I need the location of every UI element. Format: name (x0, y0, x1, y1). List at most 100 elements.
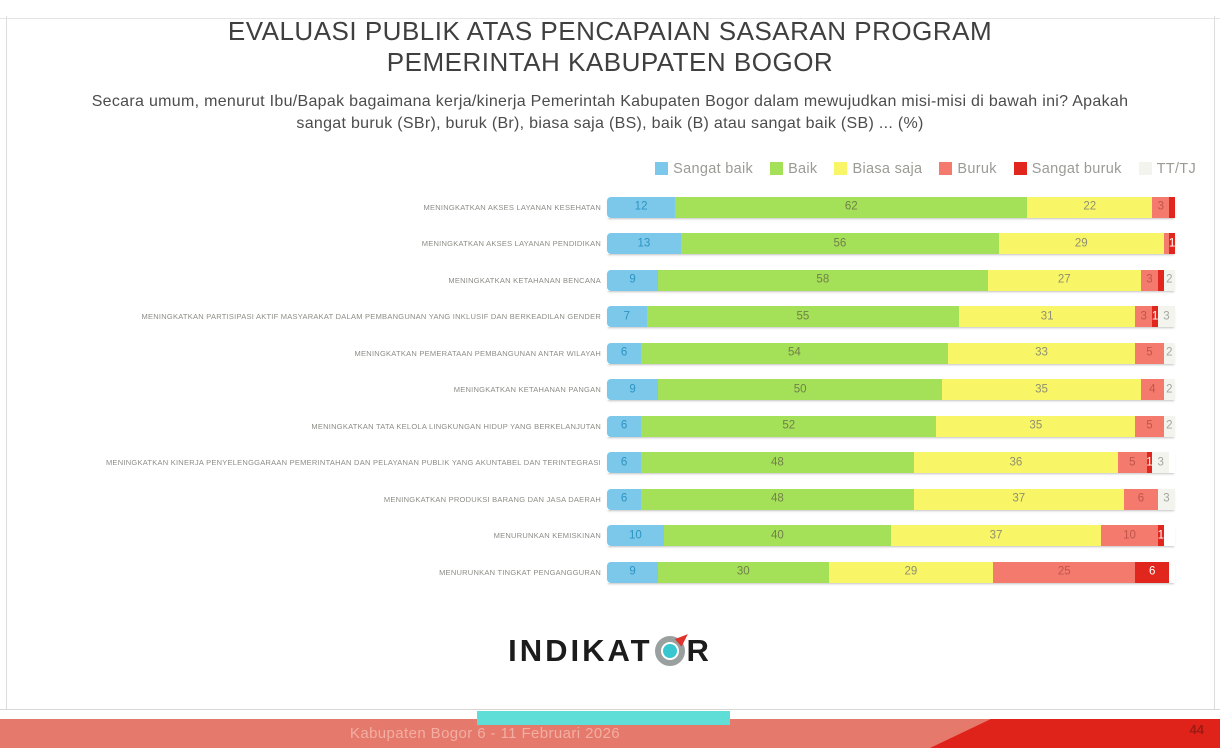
bar-segment-sangat_baik: 9 (607, 269, 659, 291)
bar-segment-biasa_saja: 29 (828, 561, 994, 583)
bar-segment-buruk: 5 (1135, 415, 1164, 437)
bar-segment-value: 1 (1157, 528, 1164, 541)
stacked-bar: 13 56 29 1 (607, 233, 1175, 255)
logo-text-right: R (686, 632, 712, 668)
bar-segment-value: 5 (1146, 346, 1153, 359)
bar-segment-buruk: 6 (1123, 488, 1158, 510)
slide-right-edge (1214, 16, 1215, 748)
chart-legend: Sangat baik Baik Biasa saja Buruk Sangat bur… (0, 161, 1196, 177)
bar-segment-value: 3 (1157, 455, 1164, 468)
bar-segment-value: 6 (620, 346, 628, 359)
legend-label-sangat_baik: Sangat baik (673, 160, 754, 177)
compass-icon (654, 629, 691, 666)
row-category-label: MENINGKATKAN TATA KELOLA LINGKUNGAN HIDU… (311, 421, 601, 431)
chart-row: MENINGKATKAN KETAHANAN BENCANA 9 58 27 3 2 (93, 269, 1175, 291)
bar-segment-sangat_baik: 6 (607, 342, 642, 364)
footer-caption: Kabupaten Bogor 6 - 11 Februari 2026 (349, 725, 621, 742)
bar-segment-value: 35 (1035, 382, 1048, 395)
bar-segment-tt: 3 (1157, 488, 1175, 510)
legend-swatch-sangat_buruk (1013, 162, 1027, 176)
row-category-label: MENINGKATKAN AKSES LAYANAN PENDIDIKAN (421, 239, 601, 249)
chart-row: MENINGKATKAN PEMERATAAN PEMBANGUNAN ANTA… (93, 342, 1175, 364)
bar-segment-sangat_buruk (1157, 269, 1164, 291)
bar-segment-value: 54 (788, 346, 801, 359)
legend-label-sangat_buruk: Sangat buruk (1031, 160, 1122, 177)
row-category-label: MENURUNKAN TINGKAT PENGANGGURAN (439, 567, 601, 577)
bar-segment-biasa_saja: 36 (913, 452, 1119, 474)
bar-segment-tt: 2 (1163, 379, 1175, 401)
bar-segment-buruk: 3 (1152, 196, 1170, 218)
bar-segment-buruk: 3 (1140, 269, 1158, 291)
bar-segment-value: 10 (1123, 528, 1136, 541)
row-category-label: MENINGKATKAN KETAHANAN BENCANA (448, 275, 601, 285)
legend-item-sangat_buruk: Sangat buruk (1013, 160, 1122, 177)
bar-segment-sangat_baik: 9 (607, 561, 659, 583)
stacked-bar: 10 40 37 10 1 (607, 525, 1175, 547)
bar-segment-sangat_baik: 9 (607, 379, 659, 401)
stacked-bar: 6 48 36 5 1 3 (607, 452, 1175, 474)
bar-segment-value: 3 (1140, 309, 1147, 322)
bar-segment-value: 6 (620, 419, 628, 432)
bar-segment-value: 2 (1166, 419, 1173, 432)
stacked-bar: 9 30 29 25 6 (607, 561, 1175, 583)
survey-question-subtitle: Secara umum, menurut Ibu/Bapak bagaimana… (91, 93, 1129, 132)
bar-segment-value: 52 (782, 419, 796, 432)
chart-row: MENURUNKAN KEMISKINAN 10 40 37 10 1 (93, 525, 1175, 547)
bar-segment-sangat_buruk: 1 (1146, 452, 1153, 474)
bar-segment-value: 3 (1157, 200, 1164, 213)
bar-segment-value: 6 (620, 455, 628, 468)
bar-segment-value: 6 (620, 492, 628, 505)
bar-segment-tt: 2 (1163, 415, 1175, 437)
bar-segment-sangat_buruk: 1 (1169, 233, 1175, 255)
bar-segment-value: 33 (1035, 346, 1048, 359)
legend-item-sangat_baik: Sangat baik (655, 161, 753, 177)
bar-segment-value: 9 (629, 565, 636, 578)
bar-segment-tt: 2 (1163, 342, 1175, 364)
row-category-label: MENINGKATKAN AKSES LAYANAN KESEHATAN (423, 202, 601, 212)
legend-item-biasa_saja: Biasa saja (834, 161, 922, 177)
teal-accent-bar (477, 711, 730, 725)
bar-segment-buruk (1163, 233, 1170, 255)
bar-segment-baik: 52 (641, 415, 937, 437)
bar-segment-value: 3 (1146, 273, 1153, 286)
bar-segment-value: 31 (1040, 309, 1054, 322)
bar-segment-value: 48 (770, 492, 784, 505)
bar-segment-sangat_baik: 10 (607, 525, 664, 547)
bar-segment-tt: 3 (1157, 306, 1175, 328)
bar-segment-baik: 30 (658, 561, 829, 583)
bar-segment-buruk: 25 (993, 561, 1136, 583)
bar-segment-buruk: 5 (1118, 452, 1147, 474)
chart-row: MENINGKATKAN AKSES LAYANAN KESEHATAN 12 62… (93, 196, 1175, 218)
bar-segment-value: 36 (1009, 455, 1023, 468)
stacked-bar: 9 58 27 3 2 (607, 269, 1175, 291)
bar-segment-sangat_baik: 6 (607, 488, 642, 510)
bar-segment-tt: 3 (1152, 452, 1170, 474)
bar-segment-value: 2 (1166, 273, 1173, 286)
chart-row: MENINGKATKAN PARTISIPASI AKTIF MASYARAKA… (93, 306, 1175, 328)
legend-swatch-tt (1138, 162, 1152, 176)
bar-segment-value: 5 (1129, 455, 1136, 468)
bar-segment-baik: 50 (658, 379, 943, 401)
slide-left-edge (6, 16, 7, 748)
footer-red-band: 44 (930, 719, 1220, 748)
bar-segment-biasa_saja: 37 (913, 488, 1124, 510)
bar-segment-buruk: 5 (1135, 342, 1164, 364)
bar-segment-value: 5 (1146, 419, 1153, 432)
bar-segment-value: 50 (793, 382, 807, 395)
legend-swatch-baik (770, 162, 784, 176)
stacked-bar: 7 55 31 3 1 3 (607, 306, 1175, 328)
legend-item-tt: TT/TJ (1138, 161, 1196, 177)
logo-row: INDIKAT R (0, 629, 1220, 669)
bar-segment-value: 55 (796, 309, 810, 322)
bar-segment-value: 37 (989, 528, 1003, 541)
bar-segment-biasa_saja: 27 (987, 269, 1141, 291)
chart-row: MENINGKATKAN KINERJA PENYELENGGARAAN PEM… (93, 452, 1175, 474)
stacked-bar: 12 62 22 3 (607, 196, 1175, 218)
chart-row: MENINGKATKAN AKSES LAYANAN PENDIDIKAN 13 5… (93, 233, 1175, 255)
bar-segment-value: 12 (634, 200, 648, 213)
row-category-label: MENURUNKAN KEMISKINAN (493, 531, 601, 541)
bar-segment-sangat_buruk: 1 (1157, 525, 1164, 547)
bar-segment-value: 56 (833, 236, 847, 249)
bar-segment-value: 35 (1029, 419, 1043, 432)
row-category-label: MENINGKATKAN PRODUKSI BARANG DAN JASA DA… (383, 494, 601, 504)
